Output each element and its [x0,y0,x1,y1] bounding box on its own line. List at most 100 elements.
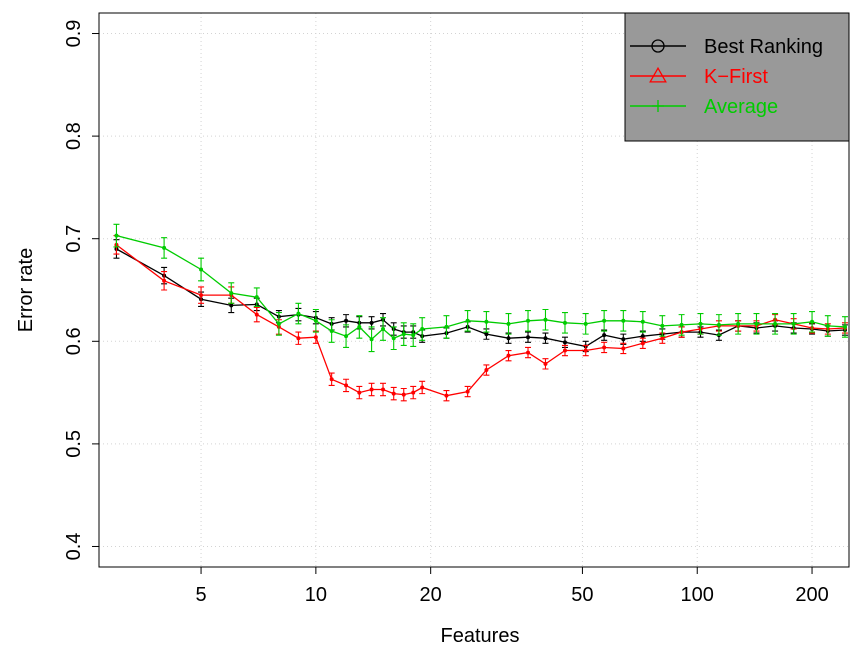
data-point [381,326,386,331]
data-point [825,323,830,328]
data-point [254,295,259,300]
data-point [199,267,204,272]
data-point [369,320,374,325]
data-point [329,329,334,334]
data-point [506,321,511,326]
data-point [313,318,318,323]
data-point [357,390,362,395]
x-tick-label: 20 [420,584,442,606]
data-point [506,336,511,341]
x-tick-label: 100 [681,584,714,606]
data-point [444,393,449,398]
data-point [583,348,588,353]
data-point [344,334,349,339]
data-point [329,377,334,382]
data-point [810,319,815,324]
data-point [506,353,511,358]
series-layer [113,223,848,402]
data-point [199,293,204,298]
legend-marker [652,100,664,112]
plot-frame [98,12,850,568]
data-point [357,324,362,329]
data-point [401,332,406,337]
data-point [562,340,567,345]
data-point [484,332,489,337]
legend-item: K−First [630,66,768,88]
legend-item: Best Ranking [630,36,823,58]
y-axis-title: Error rate [15,248,37,332]
data-point [716,322,721,327]
data-point [411,390,416,395]
data-point [562,320,567,325]
data-point [114,233,119,238]
data-point [773,321,778,326]
y-tick-label: 0.6 [63,327,85,355]
legend-label: K−First [704,66,768,88]
data-point [229,303,234,308]
x-tick-label: 50 [571,584,593,606]
y-tick-label: 0.4 [63,533,85,561]
data-point [391,391,396,396]
data-point [420,326,425,331]
y-tick-label: 0.8 [63,122,85,150]
data-point [736,321,741,326]
data-point [162,278,167,283]
data-point [526,335,531,340]
data-point [621,318,626,323]
axes: 0.4 0.5 0.6 0.7 0.8 0.9 5 10 20 50 100 200 [63,20,829,606]
y-tick-label: 0.7 [63,225,85,253]
data-point [698,321,703,326]
data-point [420,385,425,390]
legend-label: Best Ranking [704,36,823,58]
data-point [411,333,416,338]
legend-item: Average [630,96,778,118]
data-point [391,336,396,341]
y-tick-label: 0.5 [63,430,85,458]
series-plus [113,223,848,353]
data-point [484,319,489,324]
data-point [369,387,374,392]
data-point [562,348,567,353]
legend-marker [649,66,667,83]
data-point [526,318,531,323]
data-point [162,245,167,250]
data-point [621,346,626,351]
data-point [660,323,665,328]
data-point [526,350,531,355]
x-axis-title: Features [441,625,520,646]
data-point [640,341,645,346]
x-tick-label: 200 [795,584,828,606]
x-tick-label: 5 [195,584,206,606]
data-point [602,333,607,338]
data-point [640,319,645,324]
data-point [842,324,847,329]
data-point [484,368,489,373]
data-point [543,361,548,366]
legend: Best Ranking K−First Average [624,12,850,142]
data-point [465,318,470,323]
data-point [229,291,234,296]
data-point [791,321,796,326]
data-point [401,392,406,397]
data-point [369,337,374,342]
data-point [465,389,470,394]
series-triangle [113,235,848,402]
legend-marker [651,39,665,53]
data-point [543,336,548,341]
legend-label: Average [704,96,778,118]
data-point [444,324,449,329]
data-point [296,311,301,316]
data-point [679,322,684,327]
data-point [602,345,607,350]
data-point [543,317,548,322]
data-point [621,337,626,342]
data-point [602,318,607,323]
data-point [276,321,281,326]
data-point [660,336,665,341]
data-point [254,312,259,317]
y-tick-label: 0.9 [63,20,85,48]
data-point [296,336,301,341]
data-point [640,334,645,339]
data-point [583,321,588,326]
